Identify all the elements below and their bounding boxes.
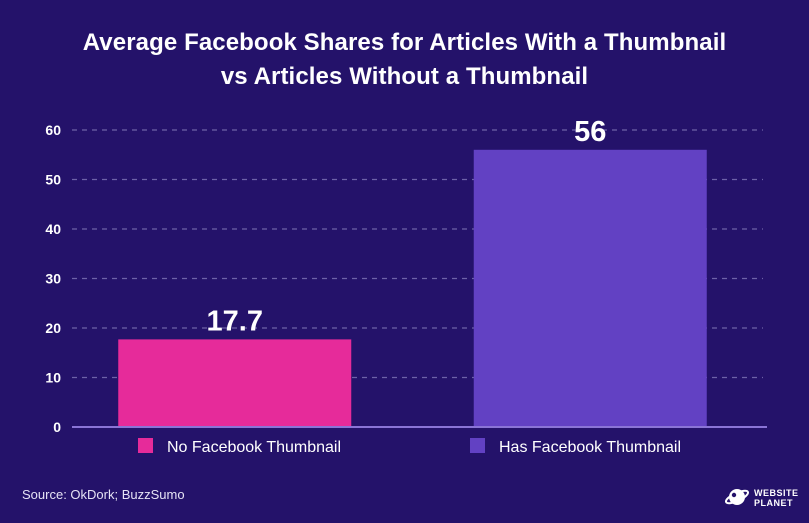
bars (118, 149, 707, 428)
website-planet-logo: WEBSITE PLANET (724, 485, 799, 511)
chart-title-line-2: vs Articles Without a Thumbnail (220, 63, 589, 90)
y-tick-label: 0 (53, 419, 61, 435)
y-tick-label: 30 (45, 271, 61, 287)
chart-title-line-1: Average Facebook Shares for Articles Wit… (82, 29, 727, 56)
bar (473, 149, 707, 428)
bar-value-label: 17.7 (207, 305, 263, 337)
y-tick-label: 10 (45, 370, 61, 386)
legend-swatch (470, 438, 485, 453)
logo-wordmark: WEBSITE PLANET (754, 488, 799, 508)
legend-label: Has Facebook Thumbnail (499, 439, 681, 456)
bar (118, 339, 352, 427)
bar-value-label: 56 (574, 116, 606, 148)
legend-swatch (138, 438, 153, 453)
value-labels: 17.7 56 (207, 116, 607, 338)
chart-title: Average Facebook Shares for Articles Wit… (0, 26, 809, 94)
legend: No Facebook Thumbnail Has Facebook Thumbn… (138, 438, 681, 456)
y-tick-label: 40 (45, 221, 61, 237)
y-axis-ticks: 0 10 20 30 40 50 60 (45, 122, 61, 435)
legend-label: No Facebook Thumbnail (167, 439, 341, 456)
logo-line-1: WEBSITE (754, 488, 799, 498)
y-tick-label: 50 (45, 172, 61, 188)
planet-logo-icon (724, 489, 750, 505)
y-tick-label: 60 (45, 122, 61, 138)
source-note: Source: OkDork; BuzzSumo (22, 487, 185, 502)
y-tick-label: 20 (45, 320, 61, 336)
logo-line-2: PLANET (754, 498, 793, 508)
